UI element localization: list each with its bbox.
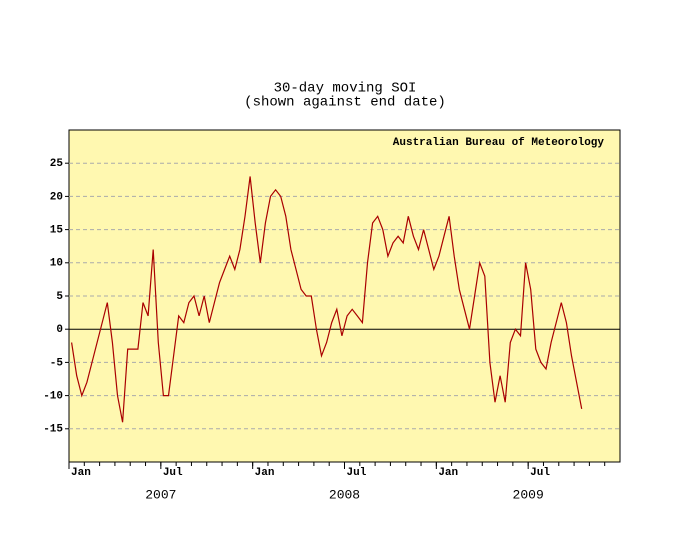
x-tick-label: Jan xyxy=(255,467,275,479)
soi-line xyxy=(71,176,583,423)
year-label: 2008 xyxy=(329,487,360,502)
chart-subtitle: (shown against end date) xyxy=(244,95,446,111)
y-tick-label: -5 xyxy=(50,357,64,369)
x-tick-label: Jul xyxy=(530,467,550,479)
annotation: Australian Bureau of Meteorology xyxy=(393,137,605,149)
x-tick-label: Jul xyxy=(163,467,183,479)
year-label: 2009 xyxy=(513,487,544,502)
x-tick-label: Jan xyxy=(438,467,458,479)
chart-title: 30-day moving SOI xyxy=(274,81,417,97)
y-tick-label: 5 xyxy=(56,291,63,303)
x-tick-label: Jul xyxy=(347,467,367,479)
y-tick-label: 15 xyxy=(50,225,64,237)
y-tick-label: -10 xyxy=(43,391,63,403)
y-tick-label: 0 xyxy=(56,324,63,336)
y-tick-label: -15 xyxy=(43,424,63,436)
y-tick-label: 25 xyxy=(50,158,64,170)
y-tick-label: 20 xyxy=(50,191,63,203)
x-tick-label: Jan xyxy=(71,467,91,479)
y-tick-label: 10 xyxy=(50,258,63,270)
year-label: 2007 xyxy=(145,487,176,502)
